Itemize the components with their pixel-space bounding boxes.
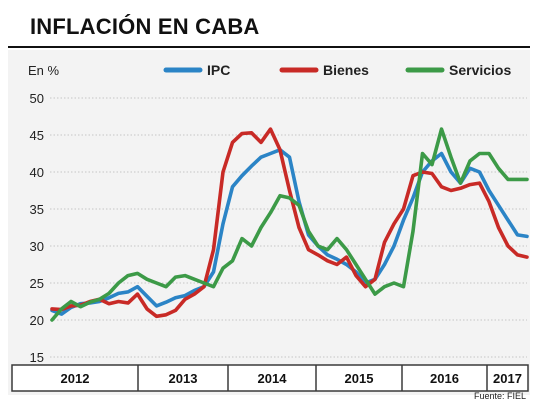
x-tick-label-2013: 2013: [169, 371, 198, 386]
title-rule: [8, 46, 530, 48]
series-line-servicios: [50, 127, 529, 322]
chart-background: [8, 50, 530, 395]
legend-label-bienes: Bienes: [323, 62, 369, 78]
y-tick-label-35: 35: [30, 202, 44, 217]
source-note: Fuente: FIEL: [473, 391, 526, 401]
y-tick-label-50: 50: [30, 91, 44, 106]
x-tick-label-2012: 2012: [61, 371, 90, 386]
legend-label-ipc: IPC: [207, 62, 230, 78]
series-line-bienes: [50, 127, 529, 319]
x-tick-label-2015: 2015: [345, 371, 374, 386]
y-tick-label-45: 45: [30, 128, 44, 143]
y-tick-label-30: 30: [30, 239, 44, 254]
x-tick-label-2016: 2016: [430, 371, 459, 386]
y-tick-label-40: 40: [30, 165, 44, 180]
x-tick-label-2017: 2017: [493, 371, 522, 386]
legend-label-servicios: Servicios: [449, 62, 511, 78]
y-tick-label-15: 15: [30, 350, 44, 365]
series-line-ipc: [50, 148, 529, 316]
y-tick-label-20: 20: [30, 313, 44, 328]
x-axis-band: [11, 364, 529, 392]
chart-title: INFLACIÓN EN CABA: [30, 14, 260, 39]
y-tick-label-25: 25: [30, 276, 44, 291]
x-tick-label-2014: 2014: [258, 371, 288, 386]
y-axis-label: En %: [28, 63, 60, 78]
